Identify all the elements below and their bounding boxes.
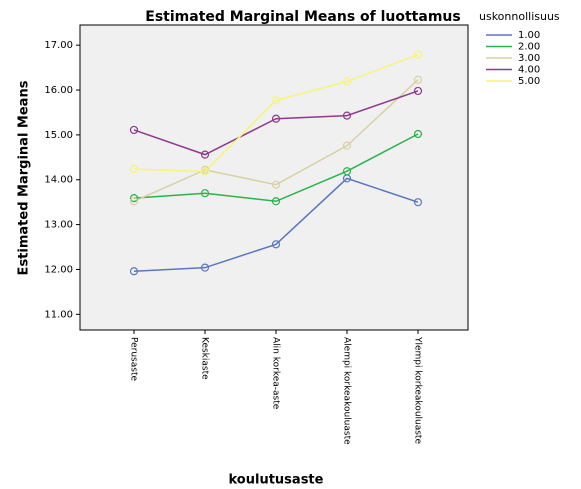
series-line [133,133,419,203]
point [129,125,139,135]
point [200,263,210,272]
y-tick-label: 16.00 [44,85,73,96]
series-line [133,177,419,272]
point [413,50,423,59]
x-tick-label: Ylempi korkeakouluaste [413,336,423,444]
point [413,198,423,207]
point [413,129,423,139]
legend-title: uskonnollisuus [479,10,560,23]
y-tick-label: 11.00 [44,309,73,320]
point [129,194,139,203]
point [413,75,423,84]
point [271,96,281,105]
point [271,114,281,123]
point [413,86,423,96]
x-tick-label: Alin korkea-aste [271,337,281,410]
point [342,111,352,120]
y-tick-label: 12.00 [44,264,73,275]
point [342,77,352,86]
point [271,197,281,206]
point [129,267,139,276]
point [129,197,139,206]
point [200,167,210,176]
y-tick-label: 15.00 [44,130,73,141]
chart-title: Estimated Marginal Means of luottamus [145,9,460,25]
legend-label: 2.00 [518,42,540,53]
y-axis-label: Estimated Marginal Means [17,80,32,275]
point [200,150,210,159]
point [342,141,352,150]
x-axis-label: koulutusaste [229,473,324,488]
legend-label: 1.00 [518,30,540,41]
point [200,189,210,198]
y-tick-label: 13.00 [44,220,73,231]
y-tick-label: 14.00 [44,175,73,186]
x-tick-label: Keskiaste [200,337,210,380]
point [271,240,281,249]
plot-area [79,24,469,331]
series-line [133,53,419,173]
series-line [133,79,419,202]
point [271,180,281,189]
x-tick-label: Perusaste [129,337,139,381]
legend-label: 3.00 [518,53,540,64]
legend-label: 4.00 [518,65,540,76]
legend-label: 5.00 [518,76,540,87]
point [129,164,139,174]
x-tick-label: Alempi korkeakouluaste [342,337,352,445]
point [342,167,352,176]
series-line [133,90,419,156]
y-tick-label: 17.00 [44,40,73,51]
